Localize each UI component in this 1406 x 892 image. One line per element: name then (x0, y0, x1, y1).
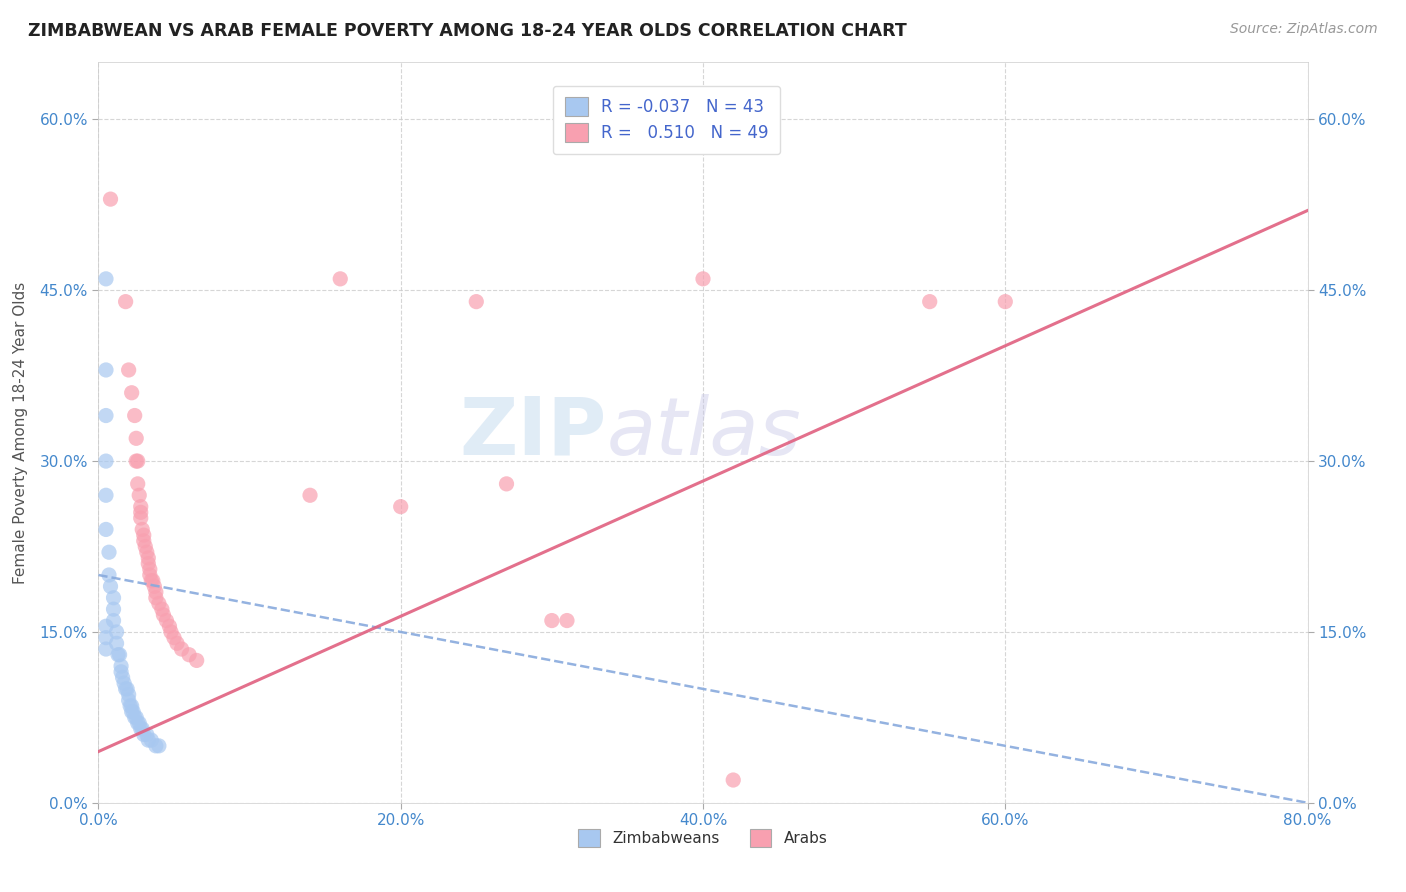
Text: ZIP: ZIP (458, 393, 606, 472)
Point (94, 272, 117, 286)
Point (150, 602, 173, 616)
Point (139, 562, 162, 576)
Point (114, 681, 136, 696)
Point (155, 614, 177, 628)
Point (122, 705, 145, 719)
Point (163, 631, 186, 645)
Text: atlas: atlas (606, 393, 801, 472)
Point (136, 733, 159, 747)
Point (141, 733, 163, 747)
Point (127, 716, 149, 731)
Point (121, 698, 143, 713)
Point (179, 648, 201, 662)
Point (129, 505, 152, 519)
Point (159, 619, 181, 633)
Point (166, 636, 188, 650)
Point (121, 705, 143, 719)
Point (723, 772, 745, 787)
Point (94, 488, 117, 502)
Point (495, 476, 517, 491)
Point (112, 676, 135, 690)
Point (94, 409, 117, 423)
Point (918, 294, 941, 309)
Point (118, 693, 141, 707)
Point (135, 727, 157, 741)
Point (129, 511, 152, 525)
Point (118, 363, 141, 377)
Point (124, 409, 146, 423)
Point (100, 579, 122, 593)
Point (143, 579, 166, 593)
Point (135, 545, 157, 559)
Point (115, 681, 138, 696)
Point (121, 385, 143, 400)
Point (170, 642, 193, 657)
Point (110, 659, 132, 673)
Point (114, 294, 136, 309)
Point (103, 602, 125, 616)
Point (139, 568, 162, 582)
Point (98, 545, 121, 559)
Point (107, 648, 129, 662)
Point (131, 722, 153, 736)
Legend: Zimbabweans, Arabs: Zimbabweans, Arabs (571, 822, 835, 855)
Point (145, 739, 167, 753)
Point (136, 550, 159, 565)
Point (141, 574, 163, 588)
Point (389, 500, 412, 514)
Point (94, 523, 117, 537)
Point (160, 624, 183, 639)
Point (127, 476, 149, 491)
Point (127, 454, 149, 468)
Point (103, 591, 125, 605)
Point (94, 619, 117, 633)
Point (145, 591, 167, 605)
Point (125, 431, 148, 445)
Point (540, 614, 562, 628)
Point (128, 716, 150, 731)
Point (132, 528, 155, 542)
Point (145, 585, 167, 599)
Point (118, 688, 141, 702)
Point (132, 727, 155, 741)
Point (148, 739, 170, 753)
Point (128, 488, 150, 502)
Point (108, 648, 131, 662)
Y-axis label: Female Poverty Among 18-24 Year Olds: Female Poverty Among 18-24 Year Olds (14, 282, 28, 583)
Text: ZIMBABWEAN VS ARAB FEMALE POVERTY AMONG 18-24 YEAR OLDS CORRELATION CHART: ZIMBABWEAN VS ARAB FEMALE POVERTY AMONG … (28, 22, 907, 40)
Point (555, 614, 578, 628)
Point (98, 568, 121, 582)
Point (152, 607, 174, 622)
Point (465, 294, 488, 309)
Point (131, 523, 153, 537)
Point (692, 272, 714, 286)
Point (94, 631, 117, 645)
Point (94, 642, 117, 657)
Text: Source: ZipAtlas.com: Source: ZipAtlas.com (1230, 22, 1378, 37)
Point (120, 698, 142, 713)
Point (111, 671, 134, 685)
Point (134, 540, 156, 554)
Point (148, 597, 170, 611)
Point (125, 454, 148, 468)
Point (110, 665, 132, 679)
Point (94, 363, 117, 377)
Point (299, 488, 322, 502)
Point (103, 614, 125, 628)
Point (132, 533, 155, 548)
Point (142, 574, 165, 588)
Point (186, 653, 208, 667)
Point (124, 710, 146, 724)
Point (125, 710, 148, 724)
Point (329, 272, 352, 286)
Point (129, 500, 152, 514)
Point (994, 294, 1017, 309)
Point (136, 557, 159, 571)
Point (94, 454, 117, 468)
Point (105, 636, 128, 650)
Point (129, 722, 152, 736)
Point (100, 192, 122, 206)
Point (105, 624, 128, 639)
